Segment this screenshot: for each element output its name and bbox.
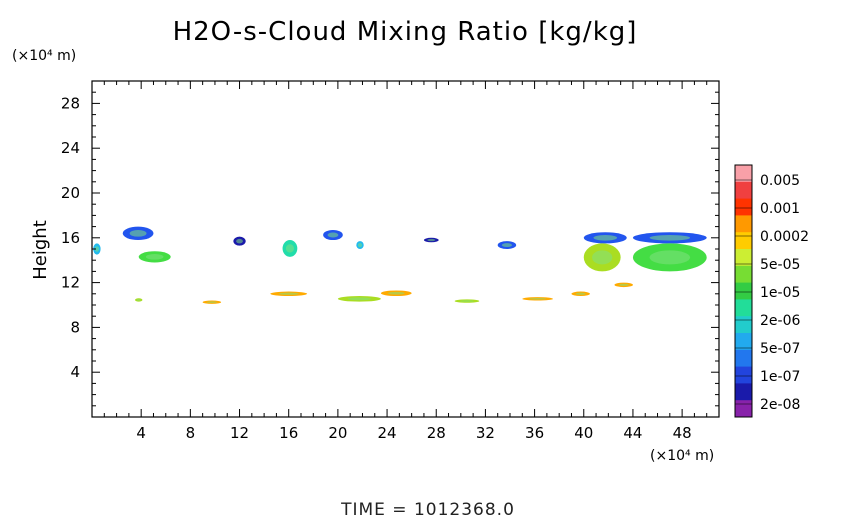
- colorbar-label: 5e-05: [760, 257, 800, 273]
- x-unit-label: (×10⁴ m): [650, 448, 714, 464]
- chart-title: H2O-s-Cloud Mixing Ratio [kg/kg]: [173, 17, 638, 47]
- colorbar-swatch: [735, 181, 752, 200]
- cloud-region-core: [618, 283, 629, 286]
- cloud-region-core: [387, 291, 405, 295]
- x-tick-label: 16: [279, 424, 298, 442]
- y-tick-label: 16: [61, 229, 80, 247]
- colorbar-swatch: [735, 349, 752, 368]
- colorbar-label: 1e-05: [760, 285, 800, 301]
- colorbar-swatch: [735, 215, 752, 233]
- cloud-region-core: [136, 299, 141, 301]
- colorbar-swatch: [735, 198, 752, 216]
- y-tick-label: 8: [70, 318, 80, 336]
- colorbar-swatch: [735, 400, 752, 418]
- cloud-region-core: [145, 254, 164, 260]
- colorbar-label: 2e-06: [760, 313, 800, 329]
- cloud-region-core: [529, 298, 547, 300]
- x-tick-label: 28: [427, 424, 446, 442]
- x-tick-label: 8: [186, 424, 196, 442]
- cloud-region-core: [347, 297, 372, 301]
- colorbar-swatch: [735, 299, 752, 317]
- colorbar-label: 1e-07: [760, 369, 800, 385]
- colorbar-swatch: [735, 282, 752, 300]
- plot-frame: [91, 80, 720, 418]
- colorbar-swatch: [735, 316, 752, 334]
- y-unit-label: (×10⁴ m): [12, 48, 76, 64]
- cloud-region-core: [357, 243, 363, 248]
- x-tick-label: 4: [136, 424, 146, 442]
- y-tick-label: 20: [61, 184, 80, 202]
- cloud-region-core: [501, 243, 512, 248]
- colorbar-swatch: [735, 265, 752, 284]
- x-tick-label: 48: [673, 424, 692, 442]
- colorbar-swatch: [735, 165, 752, 183]
- colorbar-frame: [734, 164, 753, 418]
- colorbar-label: 5e-07: [760, 341, 800, 357]
- x-tick-label: 24: [378, 424, 397, 442]
- colorbar: 0.005 0.001 0.0002 5e-05 1e-05 2e-06 5e-07 1e-0…: [734, 164, 809, 418]
- colorbar-label: 2e-08: [760, 397, 800, 413]
- cloud-region-core: [592, 250, 613, 265]
- cloud-region-core: [327, 232, 339, 238]
- x-tick-label: 32: [476, 424, 495, 442]
- colorbar-swatch: [735, 232, 752, 250]
- time-label: TIME = 1012368.0: [340, 500, 515, 519]
- y-axis-label: Height: [30, 220, 51, 280]
- colorbar-swatch: [735, 366, 752, 384]
- x-tick-label: 12: [230, 424, 249, 442]
- cloud-region-core: [278, 292, 299, 295]
- colorbar-swatch: [735, 333, 752, 351]
- cloud-region-core: [649, 250, 691, 265]
- y-tick-label: 4: [70, 363, 80, 381]
- cloud-region-core: [427, 238, 436, 242]
- cloud-region-core: [206, 301, 217, 304]
- y-tick-label: 28: [61, 94, 80, 112]
- colorbar-label: 0.0002: [760, 229, 809, 245]
- cloud-region-core: [460, 300, 474, 302]
- x-tick-label: 36: [525, 424, 544, 442]
- cloud-field: [93, 226, 707, 304]
- cloud-region-core: [593, 235, 618, 241]
- y-tick-label: 12: [61, 274, 80, 292]
- cloud-region-core: [236, 238, 243, 244]
- cloud-region-core: [285, 244, 294, 253]
- cloud-region-core: [575, 292, 586, 295]
- cloud-region-core: [649, 235, 691, 241]
- x-tick-label: 44: [623, 424, 642, 442]
- colorbar-swatch: [735, 383, 752, 401]
- y-tick-label: 24: [61, 139, 80, 157]
- cloud-region-core: [94, 246, 99, 252]
- colorbar-swatch: [735, 249, 752, 267]
- colorbar-label: 0.005: [760, 173, 800, 189]
- cloud-region-core: [129, 229, 147, 237]
- x-tick-label: 20: [328, 424, 347, 442]
- colorbar-label: 0.001: [760, 201, 800, 217]
- x-tick-label: 40: [574, 424, 593, 442]
